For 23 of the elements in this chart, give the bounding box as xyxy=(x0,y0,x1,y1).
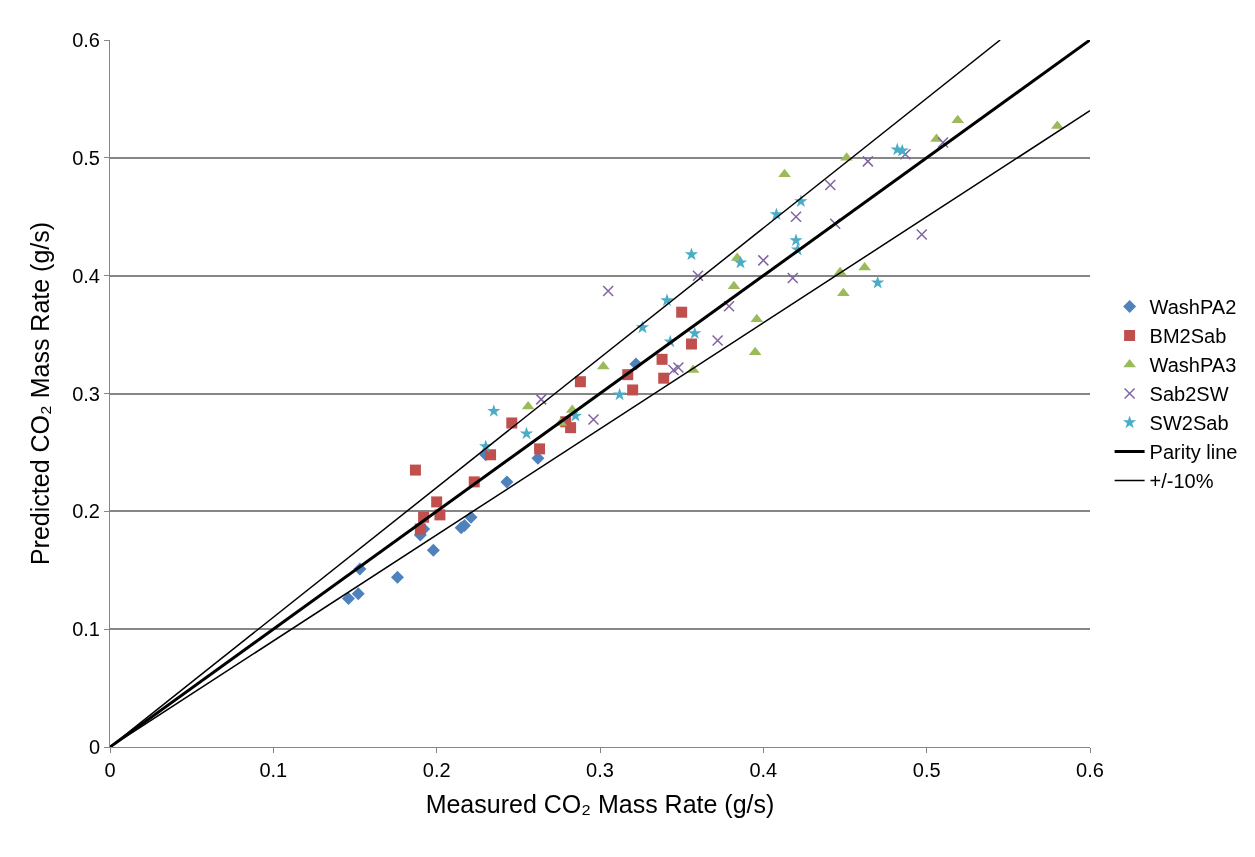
legend-label: +/-10% xyxy=(1149,470,1214,493)
y-axis-title: Predicted CO₂ Mass Rate (g/s) xyxy=(25,221,54,566)
y-tick-label: 0 xyxy=(88,736,100,758)
x-tick-label: 0 xyxy=(104,759,116,781)
legend-label: BM2Sab xyxy=(1149,325,1227,348)
x-tick-label: 0.3 xyxy=(586,759,614,781)
y-tick-label: 0.2 xyxy=(72,500,100,523)
legend-label: SW2Sab xyxy=(1149,412,1229,435)
x-axis-title: Measured CO₂ Mass Rate (g/s) xyxy=(425,790,775,818)
x-tick-label: 0.4 xyxy=(749,759,778,781)
legend-label: WashPA2 xyxy=(1149,296,1237,319)
legend-label: Parity line xyxy=(1149,441,1238,464)
x-tick-label: 0.1 xyxy=(259,759,288,781)
legend-label: Sab2SW xyxy=(1149,383,1229,406)
y-tick-label: 0.3 xyxy=(72,382,100,405)
x-tick-label: 0.6 xyxy=(1076,759,1104,781)
x-tick-label: 0.2 xyxy=(422,759,451,781)
y-tick-label: 0.4 xyxy=(72,264,100,287)
x-tick-label: 0.5 xyxy=(912,759,941,781)
legend-label: WashPA3 xyxy=(1149,354,1237,377)
y-tick-label: 0.6 xyxy=(72,29,100,51)
y-tick-label: 0.5 xyxy=(72,146,100,169)
y-tick-label: 0.1 xyxy=(72,618,100,641)
